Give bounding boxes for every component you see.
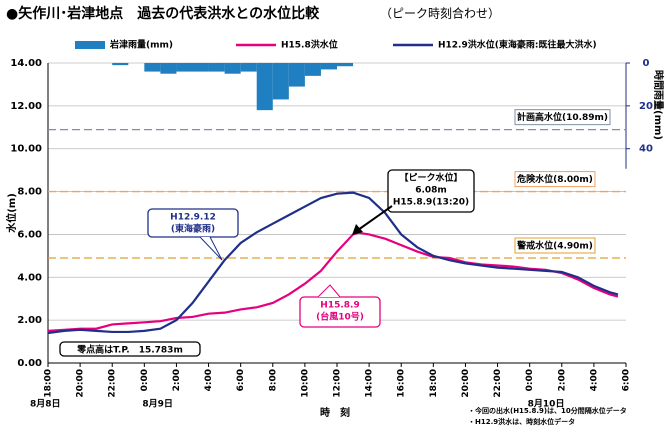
rain-bar <box>160 63 177 74</box>
x-tick-label: 16:00 <box>397 369 407 398</box>
date-label: 8月9日 <box>142 399 173 410</box>
rain-bar <box>288 63 305 87</box>
reference-label: 計画高水位(10.89m) <box>517 111 608 123</box>
x-tick-label: 18:00 <box>44 369 54 398</box>
reference-label: 警戒水位(4.90m) <box>517 240 593 252</box>
y2-tick-label: 40 <box>639 144 653 155</box>
annotation-arrowhead <box>352 224 363 235</box>
x-tick-label: 6:00 <box>622 369 632 391</box>
rain-bar <box>224 63 241 74</box>
annotation-pointer <box>199 236 223 261</box>
y-tick-label: 6.00 <box>17 229 42 240</box>
x-tick-label: 22:00 <box>493 369 503 398</box>
x-tick-label: 2:00 <box>172 369 182 391</box>
date-label: 8月8日 <box>30 399 61 410</box>
footnote: ・今回の出水(H15.8.9)は、10分間隔水位データ <box>468 406 627 415</box>
y-axis-label: 水位(m) <box>5 193 18 234</box>
x-tick-label: 20:00 <box>76 369 86 398</box>
legend-label: H12.9洪水位(東海豪雨:既往最大洪水) <box>438 39 597 51</box>
annotation-text: 零点高はT.P. 15.783m <box>76 344 183 356</box>
annotation-text: (東海豪雨) <box>171 223 215 235</box>
y-tick-label: 0.00 <box>17 358 42 369</box>
x-tick-label: 4:00 <box>204 369 214 391</box>
rain-bar <box>240 63 257 72</box>
x-tick-label: 0:00 <box>140 369 150 391</box>
rain-bar <box>320 63 337 70</box>
chart-subtitle: （ピーク時刻合わせ） <box>380 6 500 21</box>
x-tick-label: 18:00 <box>429 369 439 398</box>
chart-title: ●矢作川･岩津地点 過去の代表洪水との水位比較 <box>6 5 320 22</box>
x-tick-label: 8:00 <box>268 369 278 391</box>
rain-bar <box>272 63 289 100</box>
x-tick-label: 4:00 <box>589 369 599 391</box>
rain-bar <box>337 63 354 67</box>
legend-label: 岩津雨量(mm) <box>109 39 173 51</box>
x-tick-label: 2:00 <box>557 369 567 391</box>
water-level-line <box>47 191 619 335</box>
legend-label: H15.8洪水位 <box>281 39 338 51</box>
annotation-text: H15.8.9(13:20) <box>393 198 469 208</box>
rain-bar <box>208 63 225 72</box>
y-tick-label: 14.00 <box>10 58 42 69</box>
rain-bar <box>176 63 193 72</box>
annotation-text: H12.9.12 <box>170 213 216 223</box>
annotation-text: 【ピーク水位】 <box>399 172 462 184</box>
reference-label-box <box>514 237 596 254</box>
x-tick-label: 22:00 <box>108 369 118 398</box>
y-tick-label: 4.00 <box>17 272 42 283</box>
reference-label-box <box>514 109 611 126</box>
rain-bar <box>192 63 209 72</box>
annotation-box <box>59 341 201 357</box>
water-level-line <box>47 231 619 332</box>
x-axis-label: 時 刻 <box>320 406 350 419</box>
y-tick-label: 2.00 <box>17 315 42 326</box>
annotation-pointer <box>317 284 341 298</box>
rain-bar <box>256 63 273 111</box>
footnote: ・H12.9洪水は、時刻水位データ <box>468 417 575 426</box>
x-tick-label: 6:00 <box>236 369 246 391</box>
date-label: 8月10日 <box>528 399 565 410</box>
legend-swatch <box>75 41 105 49</box>
reference-label-box <box>514 171 596 188</box>
x-tick-label: 20:00 <box>461 369 471 398</box>
reference-label: 危険水位(8.00m) <box>516 173 593 185</box>
annotation-box <box>147 208 239 238</box>
x-tick-label: 14:00 <box>365 369 375 398</box>
y-tick-label: 8.00 <box>17 187 42 198</box>
y2-tick-label: 0 <box>643 58 650 69</box>
annotation-text: (台風10号) <box>316 311 364 323</box>
x-tick-label: 10:00 <box>300 369 310 398</box>
x-tick-label: 0:00 <box>525 369 535 391</box>
y2-axis-label: 時間雨量(mm) <box>652 70 665 140</box>
annotation-text: H15.8.9 <box>320 301 359 311</box>
y-tick-label: 10.00 <box>10 144 42 155</box>
annotation-box <box>387 169 475 213</box>
rain-bar <box>304 63 321 76</box>
annotation-arrow <box>357 205 393 231</box>
rain-bar <box>112 63 129 66</box>
rain-bar <box>144 63 161 72</box>
annotation-text: 6.08m <box>415 186 447 196</box>
y2-tick-label: 20 <box>639 101 653 112</box>
x-tick-label: 12:00 <box>333 369 343 398</box>
y-tick-label: 12.00 <box>10 101 42 112</box>
